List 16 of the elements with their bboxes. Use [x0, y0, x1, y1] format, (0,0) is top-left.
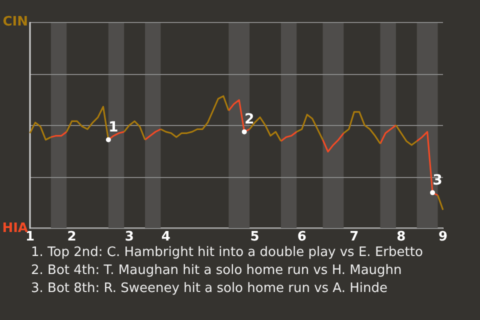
x-tick-label: 5	[250, 230, 260, 245]
series-label: 2	[244, 111, 254, 128]
text: 1. Top 2nd: C. Hambright hit into a double play vs E. Erbetto	[31, 244, 423, 262]
x-tick-label: 2	[67, 230, 76, 245]
text: 2. Bot 4th: T. Maughan hit a solo home run vs H. Maughn	[31, 262, 403, 280]
x-tick-label: 4	[161, 230, 170, 245]
x-tick-label: 7	[350, 230, 359, 245]
series-label: 1	[108, 119, 118, 136]
x-tick-label: 3	[124, 230, 134, 245]
x-tick-label: 6	[297, 230, 306, 245]
series-label: 3	[432, 172, 442, 188]
ref-line-label: CIN	[2, 14, 28, 30]
x-tick-label: 9	[438, 230, 448, 245]
x-tick-label: 8	[396, 230, 406, 245]
ref-line-label: HIA	[2, 220, 28, 236]
text: 3. Bot 8th: R. Sweeney hit a solo home run vs A. Hinde	[31, 280, 388, 298]
